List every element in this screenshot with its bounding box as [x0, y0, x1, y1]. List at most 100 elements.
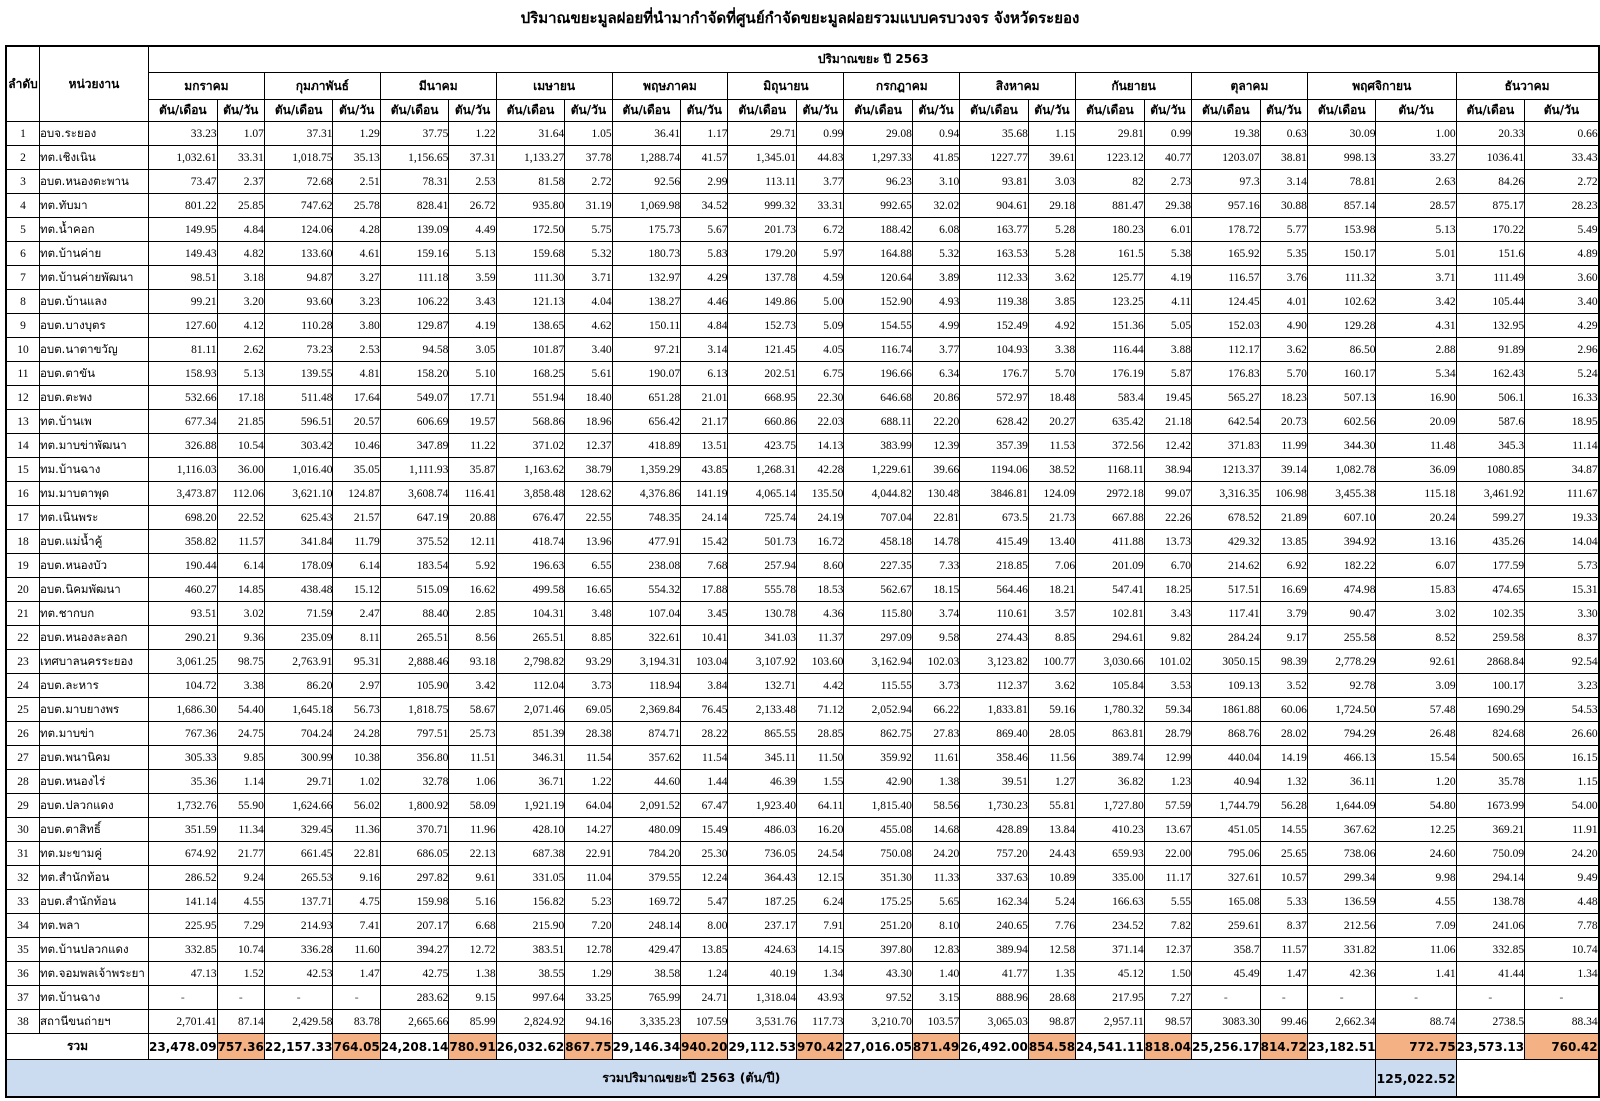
table-row: 9 อบต.บางบุตร 127.60 4.12 110.28 3.80 129.87 4.… [5, 313, 1600, 338]
value-cell: 3.14 [680, 337, 729, 362]
value-cell: 13.16 [1375, 529, 1457, 554]
value-cell: 196.63 [495, 553, 566, 578]
value-cell: 359.92 [843, 745, 913, 770]
value-cell: 2,369.84 [611, 697, 682, 722]
value-cell: 172.50 [495, 217, 566, 242]
value-cell: 2,957.11 [1075, 1009, 1145, 1034]
value-cell: 5.28 [1027, 241, 1077, 266]
value-cell: 16.72 [796, 529, 845, 554]
table-row: 31 ทต.มะขามคู่ 674.92 21.77 661.45 22.81 686.0… [5, 841, 1600, 866]
value-cell: 45.49 [1191, 961, 1261, 986]
agency-name: ทต.บ้านฉาง [39, 985, 149, 1010]
value-cell: 187.25 [727, 889, 798, 914]
value-cell: 22.55 [564, 505, 613, 530]
value-cell: 153.98 [1306, 217, 1377, 242]
value-cell: 2,824.92 [495, 1009, 566, 1034]
value-cell: 86.20 [263, 673, 334, 698]
value-cell: 100.17 [1455, 673, 1526, 698]
value-cell: 341.03 [727, 625, 798, 650]
value-cell: 1036.41 [1455, 145, 1526, 170]
value-cell: 102.81 [1075, 601, 1145, 626]
value-cell: 64.04 [564, 793, 613, 818]
value-cell: 101.87 [495, 337, 566, 362]
agency-name: อบต.สำนักท้อน [39, 889, 149, 914]
value-cell: 371.14 [1075, 937, 1145, 962]
value-cell: 259.58 [1455, 625, 1526, 650]
value-cell: 22.26 [1143, 505, 1193, 530]
value-cell: 3050.15 [1191, 649, 1261, 674]
value-cell: 415.49 [959, 529, 1029, 554]
value-cell: 76.45 [680, 697, 729, 722]
value-cell: 93.29 [564, 649, 613, 674]
value-cell: 24.28 [332, 721, 381, 746]
value-cell: 5.10 [448, 361, 497, 386]
value-cell: 29.71 [727, 121, 798, 146]
value-cell: 10.57 [1259, 865, 1308, 890]
value-cell: 704.24 [263, 721, 334, 746]
value-cell: 238.08 [611, 553, 682, 578]
value-cell: 93.60 [263, 289, 334, 314]
value-cell: 176.19 [1075, 361, 1145, 386]
value-cell: 16.20 [796, 817, 845, 842]
value-cell: 152.03 [1191, 313, 1261, 338]
unit-header-day: ตัน/วัน [1027, 99, 1077, 122]
value-cell: 251.20 [843, 913, 913, 938]
value-cell: 159.98 [379, 889, 450, 914]
value-cell: 81.11 [148, 337, 218, 362]
value-cell: 1.17 [680, 121, 729, 146]
value-cell: 0.94 [911, 121, 961, 146]
value-cell: 3.60 [1524, 265, 1600, 290]
value-cell: 5.24 [1027, 889, 1077, 914]
value-cell: 117.73 [796, 1009, 845, 1034]
year-header: ปริมาณขยะ ปี 2563 [147, 45, 1600, 73]
value-cell: 6.70 [1143, 553, 1193, 578]
value-cell: 16.33 [1524, 385, 1600, 410]
total-month-value: 26,032.62 [495, 1033, 566, 1060]
table-row: 1 อบจ.ระยอง 33.23 1.07 37.31 1.29 37.75 1.22 31.… [5, 121, 1600, 146]
value-cell: 115.55 [843, 673, 913, 698]
value-cell: 15.54 [1375, 745, 1457, 770]
value-cell: 1,016.40 [263, 457, 334, 482]
value-cell: 5.70 [1027, 361, 1077, 386]
value-cell: 2,763.91 [263, 649, 334, 674]
agency-name: ทต.น้ำคอก [39, 217, 149, 242]
row-number: 6 [5, 241, 40, 266]
agency-name: ทม.บ้านฉาง [39, 457, 149, 482]
value-cell: 1,727.80 [1075, 793, 1145, 818]
value-cell: 20.88 [448, 505, 497, 530]
value-cell: 265.53 [263, 865, 334, 890]
value-cell: 4.93 [911, 289, 961, 314]
value-cell: 8.60 [796, 553, 845, 578]
value-cell: 92.54 [1524, 649, 1600, 674]
value-cell: 857.14 [1306, 193, 1377, 218]
total-day-value: 814.72 [1259, 1033, 1308, 1060]
total-day-value: 757.36 [216, 1033, 265, 1060]
value-cell: 43.93 [796, 985, 845, 1010]
value-cell: 21.89 [1259, 505, 1308, 530]
value-cell: 750.09 [1455, 841, 1526, 866]
value-cell: 3.38 [216, 673, 265, 698]
value-cell: 88.74 [1375, 1009, 1457, 1034]
agency-name: อบต.หนองละลอก [39, 625, 149, 650]
value-cell: 865.55 [727, 721, 798, 746]
value-cell: 15.83 [1375, 577, 1457, 602]
value-cell: 190.44 [148, 553, 218, 578]
value-cell: 6.68 [448, 913, 497, 938]
value-cell: 2,429.58 [263, 1009, 334, 1034]
value-cell: 37.78 [564, 145, 613, 170]
value-cell: 25.65 [1259, 841, 1308, 866]
value-cell: 118.94 [611, 673, 682, 698]
agency-name: อบต.บ้านแลง [39, 289, 149, 314]
value-cell: 5.01 [1375, 241, 1457, 266]
value-cell: 2,133.48 [727, 697, 798, 722]
value-cell: 116.74 [843, 337, 913, 362]
value-cell: 98.87 [1027, 1009, 1077, 1034]
value-cell: 3.57 [1027, 601, 1077, 626]
row-number: 24 [5, 673, 40, 698]
month-header: สิงหาคม [959, 72, 1077, 100]
value-cell: 794.29 [1306, 721, 1377, 746]
value-cell: 15.42 [680, 529, 729, 554]
value-cell: 999.32 [727, 193, 798, 218]
value-cell: 335.00 [1075, 865, 1145, 890]
value-cell: 738.06 [1306, 841, 1377, 866]
